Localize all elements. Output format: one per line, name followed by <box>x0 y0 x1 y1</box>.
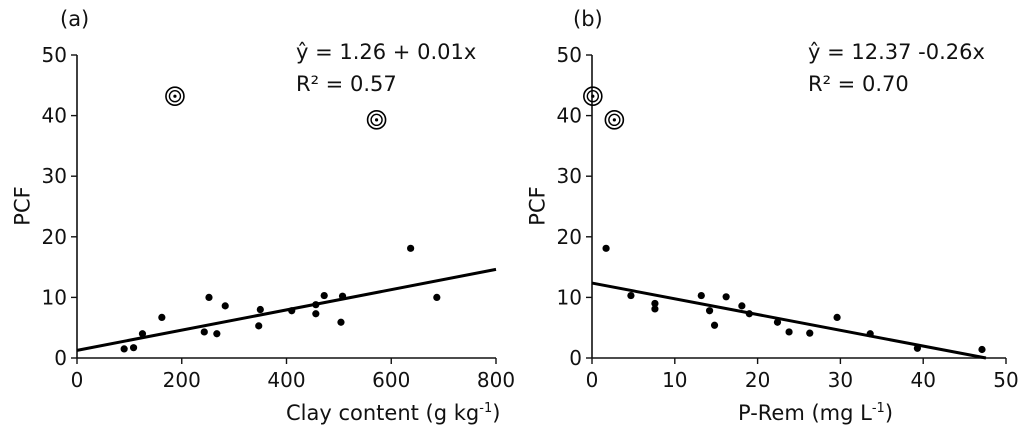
y-tick-label: 50 <box>42 43 67 67</box>
outlier-center <box>173 94 177 98</box>
data-point <box>866 330 874 338</box>
data-point <box>785 328 793 336</box>
data-point <box>256 305 264 314</box>
x-tick-label: 40 <box>910 368 935 392</box>
data-point <box>627 291 635 300</box>
data-point <box>312 301 320 309</box>
data-point <box>320 291 328 300</box>
y-tick-label: 20 <box>557 225 582 249</box>
x-tick-label: 30 <box>828 368 853 392</box>
data-point <box>806 329 814 337</box>
data-point <box>773 318 782 326</box>
x-tick-label: 50 <box>993 368 1018 392</box>
outlier-point <box>604 110 625 130</box>
y-tick-label: 20 <box>42 225 67 249</box>
r-squared-label: R² = 0.57 <box>296 72 397 96</box>
outlier-point <box>583 86 603 107</box>
data-point <box>705 307 714 315</box>
data-point <box>255 322 263 330</box>
data-point <box>288 307 296 315</box>
data-point <box>312 310 320 318</box>
data-point <box>433 293 441 301</box>
outlier-ring-outer <box>604 110 625 130</box>
outlier-center <box>591 94 595 98</box>
x-tick-label: 800 <box>477 368 515 392</box>
x-tick-label: 200 <box>163 368 201 392</box>
outlier-center <box>374 118 379 122</box>
x-axis-title: Clay content (g kg-1) <box>286 401 500 425</box>
y-tick-label: 10 <box>42 285 67 309</box>
data-point <box>213 330 221 338</box>
regression-line <box>591 281 987 360</box>
y-tick-label: 0 <box>569 346 582 370</box>
data-point <box>407 244 415 252</box>
data-point <box>978 345 986 354</box>
data-point <box>697 291 705 300</box>
panel-a: 0 10 20 30 40 50 0 200 400 600 800 (a) ŷ = 1.26 + 0.… <box>10 7 515 425</box>
y-tick-label: 40 <box>557 104 582 128</box>
outlier-ring-inner <box>586 90 600 103</box>
data-point <box>221 302 229 310</box>
x-tick-label: 400 <box>267 368 305 392</box>
data-point <box>129 344 138 352</box>
data-point <box>158 313 166 321</box>
y-tick-label: 50 <box>557 43 582 67</box>
outlier-ring-outer <box>583 86 603 107</box>
x-tick-label: 10 <box>662 368 687 392</box>
r-squared-label: R² = 0.70 <box>808 72 909 96</box>
data-point <box>651 305 659 313</box>
regression-equation: ŷ = 12.37 -0.26x <box>808 40 985 64</box>
data-point <box>338 292 347 300</box>
data-point <box>200 328 208 336</box>
outlier-point <box>165 86 185 107</box>
y-tick-label: 30 <box>42 164 67 188</box>
panel-label: (a) <box>60 7 89 31</box>
x-axis-title: P-Rem (mg L-1) <box>738 401 893 425</box>
outlier-center <box>612 118 616 122</box>
data-point <box>833 313 841 321</box>
y-axis-title: PCF <box>525 186 549 225</box>
data-point <box>602 244 610 252</box>
data-point <box>738 302 746 310</box>
x-tick-label: 600 <box>372 368 410 392</box>
data-point <box>205 293 213 301</box>
panel-b: 0 10 20 30 40 50 0 10 20 30 40 50 (b) ŷ = 12.37 -0.26… <box>525 7 1018 425</box>
x-tick-label: 0 <box>586 368 599 392</box>
data-point <box>651 299 659 308</box>
data-point <box>745 310 753 318</box>
y-tick-label: 10 <box>557 285 582 309</box>
x-tick-label: 20 <box>745 368 770 392</box>
outlier-point <box>366 110 387 130</box>
y-tick-label: 0 <box>54 346 67 370</box>
y-tick-label: 30 <box>557 164 582 188</box>
data-point <box>138 330 147 338</box>
data-point <box>913 344 922 352</box>
outlier-ring-outer <box>165 86 185 107</box>
regression-line <box>76 267 497 352</box>
outlier-ring-inner <box>168 90 182 103</box>
panel-label: (b) <box>573 7 603 31</box>
outlier-ring-outer <box>366 110 387 130</box>
y-tick-label: 40 <box>42 104 67 128</box>
data-point <box>722 293 730 301</box>
x-tick-label: 0 <box>71 368 84 392</box>
outlier-ring-inner <box>370 113 383 127</box>
data-point <box>337 318 345 326</box>
data-point <box>710 321 719 329</box>
outlier-ring-inner <box>608 113 621 127</box>
y-axis-title: PCF <box>10 186 34 225</box>
data-point <box>120 345 128 353</box>
regression-equation: ŷ = 1.26 + 0.01x <box>296 40 476 64</box>
